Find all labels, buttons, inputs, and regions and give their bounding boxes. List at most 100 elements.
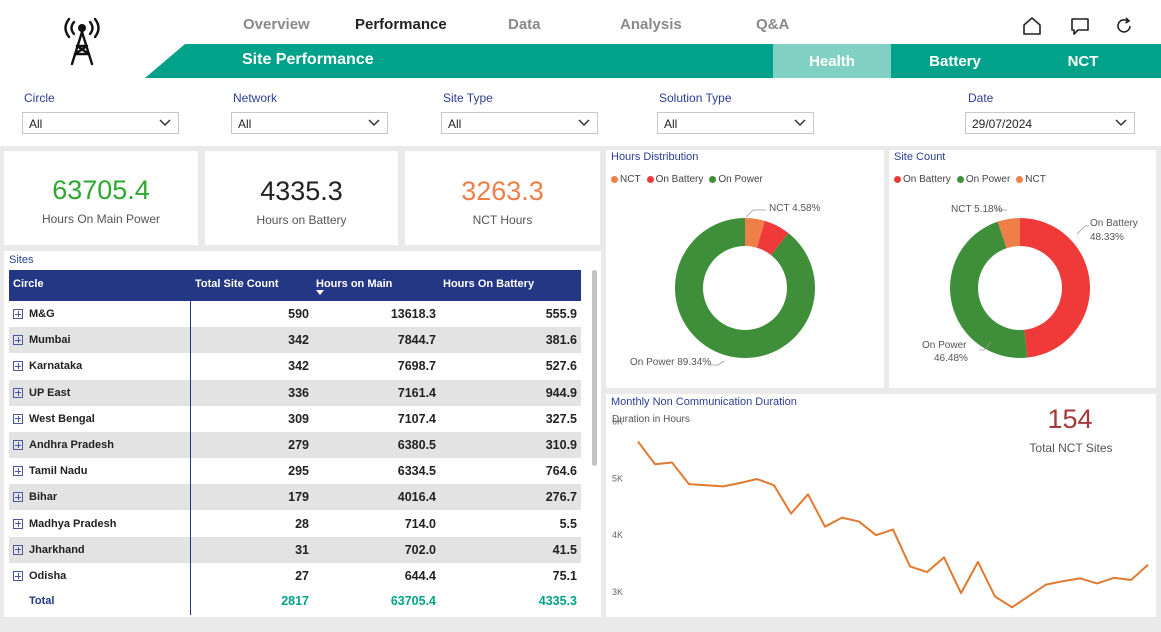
table-row[interactable]: M&G 590 13618.3 555.9 (9, 301, 581, 327)
row-battery: 527.6 (545, 359, 577, 374)
donut-slice-on-power[interactable] (675, 218, 815, 358)
expand-icon[interactable] (13, 544, 23, 555)
col-total-site-count[interactable]: Total Site Count (195, 278, 279, 290)
donut-slice-on-battery[interactable] (756, 220, 789, 256)
date-select[interactable]: 29/07/2024 (965, 112, 1135, 134)
row-circle: Andhra Pradesh (29, 439, 114, 451)
expand-icon[interactable] (13, 387, 23, 398)
home-icon[interactable] (1020, 14, 1044, 38)
row-main: 7107.4 (397, 411, 436, 426)
col-circle[interactable]: Circle (13, 278, 44, 290)
row-main: 4016.4 (397, 490, 436, 505)
nav-analysis[interactable]: Analysis (620, 16, 682, 33)
legend-item-nct: NCT (611, 174, 641, 185)
row-circle: Tamil Nadu (29, 465, 88, 478)
expand-icon[interactable] (13, 518, 23, 529)
column-divider (190, 301, 191, 615)
row-count: 342 (288, 359, 309, 374)
hours-distribution-title: Hours Distribution (611, 151, 699, 163)
donut-slice-nct[interactable] (997, 218, 1020, 249)
legend-label: On Battery (655, 174, 704, 185)
donut-slice-nct[interactable] (745, 218, 765, 248)
row-count: 342 (288, 333, 309, 348)
site-count-title: Site Count (894, 151, 946, 163)
donut-label-on-power: On Power 89.34% (630, 357, 712, 368)
donut-slice-on-battery[interactable] (1020, 218, 1090, 358)
table-scrollbar[interactable] (592, 270, 597, 466)
y-tick-label: 4K (612, 530, 623, 540)
legend-item-on-power: On Power (956, 174, 1011, 185)
comment-icon[interactable] (1068, 14, 1092, 38)
filter-label-solution-type: Solution Type (659, 91, 732, 105)
row-circle: Mumbai (29, 334, 71, 347)
expand-icon[interactable] (13, 571, 23, 581)
expand-icon[interactable] (13, 335, 23, 346)
site-count-donut (950, 209, 1090, 358)
table-row[interactable]: Odisha 27 644.4 75.1 (9, 563, 581, 589)
expand-icon[interactable] (13, 440, 23, 450)
table-row[interactable]: UP East 336 7161.4 944.9 (9, 379, 581, 406)
site-count-legend: On Battery On Power NCT (894, 174, 1048, 185)
legend-dot (611, 176, 618, 183)
kpi-value: 4335.3 (260, 176, 343, 206)
row-circle: Odisha (29, 570, 67, 582)
expand-icon[interactable] (13, 361, 23, 372)
nav-performance[interactable]: Performance (355, 16, 447, 33)
kpi-label: Hours On Main Power (41, 212, 161, 226)
table-row[interactable]: Madhya Pradesh 28 714.0 5.5 (9, 511, 581, 537)
legend-label: On Power (965, 174, 1011, 185)
row-circle: M&G (29, 308, 55, 320)
legend-dot (894, 176, 901, 183)
nct-sites-label: Total NCT Sites (1029, 441, 1113, 455)
nav-data[interactable]: Data (508, 16, 541, 33)
nav-overview[interactable]: Overview (243, 16, 310, 33)
col-hours-on-main[interactable]: Hours on Main (316, 278, 393, 290)
total-main: 63705.4 (390, 594, 436, 608)
legend-item-on-power: On Power (709, 174, 763, 185)
refresh-icon[interactable] (1112, 14, 1136, 38)
donut-slice-on-power[interactable] (950, 221, 1028, 358)
table-row[interactable]: Andhra Pradesh 279 6380.5 310.9 (9, 432, 581, 458)
expand-icon[interactable] (13, 492, 23, 503)
network-select[interactable]: All (231, 112, 388, 134)
chevron-down-icon (1115, 119, 1127, 127)
legend-item-on-battery: On Battery (646, 174, 704, 185)
table-row[interactable]: West Bengal 309 7107.4 327.5 (9, 406, 581, 432)
row-main: 6380.5 (397, 438, 436, 452)
row-circle: Bihar (29, 491, 58, 504)
y-tick-label: 3K (612, 587, 623, 597)
nav-qa[interactable]: Q&A (756, 16, 790, 33)
row-circle: UP East (29, 386, 71, 399)
row-main: 6334.5 (397, 464, 436, 479)
kpi-card-main-power: 63705.4 Hours On Main Power (4, 151, 198, 245)
legend-label: NCT (1025, 174, 1046, 185)
legend-item-on-battery: On Battery (894, 174, 951, 185)
sites-title: Sites (9, 254, 34, 266)
tab-health[interactable]: Health (773, 44, 891, 78)
expand-icon[interactable] (13, 413, 23, 424)
circle-select[interactable]: All (22, 112, 179, 134)
donut-label-nct: NCT 4.58% (769, 203, 821, 214)
row-battery: 555.9 (545, 307, 577, 321)
table-row[interactable]: Karnataka 342 7698.7 527.6 (9, 353, 581, 379)
tab-battery[interactable]: Battery (929, 52, 981, 70)
table-row[interactable]: Mumbai 342 7844.7 381.6 (9, 327, 581, 354)
site-type-select-value: All (448, 117, 462, 131)
row-circle: Madhya Pradesh (29, 517, 117, 530)
table-row[interactable]: Jharkhand 31 702.0 41.5 (9, 536, 581, 563)
tab-nct[interactable]: NCT (1067, 52, 1099, 70)
table-row[interactable]: Tamil Nadu 295 6334.5 764.6 (9, 458, 581, 484)
site-type-select[interactable]: All (441, 112, 598, 134)
solution-type-select[interactable]: All (657, 112, 814, 134)
col-hours-on-battery[interactable]: Hours On Battery (443, 278, 535, 290)
expand-icon[interactable] (13, 309, 23, 319)
row-circle: Karnataka (29, 360, 83, 373)
hours-distribution-donut (675, 209, 815, 366)
row-count: 336 (288, 385, 309, 400)
row-battery: 327.5 (545, 411, 577, 426)
chevron-down-icon (578, 119, 590, 127)
row-count: 179 (288, 490, 309, 505)
expand-icon[interactable] (13, 466, 23, 477)
row-battery: 381.6 (545, 333, 577, 348)
table-row[interactable]: Bihar 179 4016.4 276.7 (9, 484, 581, 511)
